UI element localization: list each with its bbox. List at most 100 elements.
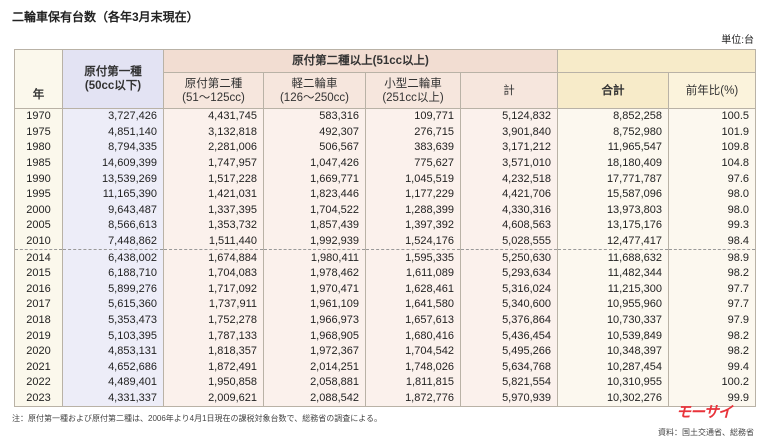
cell-ratio: 99.3 <box>668 218 756 234</box>
cell-total: 8,752,980 <box>557 124 669 141</box>
cell-total: 13,973,803 <box>557 202 669 219</box>
cell-moped1: 7,448,862 <box>62 233 164 250</box>
table-body: 1970 3,727,426 4,431,745 583,316 109,771 5,12… <box>14 108 756 408</box>
cell-total: 10,310,955 <box>557 375 669 391</box>
header-light-sub: (126～250cc) <box>279 91 350 104</box>
header-moped2: 原付第二種 (51～125cc) <box>163 72 264 109</box>
cell-moped2: 1,421,031 <box>163 186 264 203</box>
cell-small: 1,288,399 <box>365 202 461 219</box>
cell-moped1: 3,727,426 <box>62 108 164 125</box>
cell-small: 1,748,026 <box>365 359 461 376</box>
cell-light: 1,047,426 <box>263 155 366 172</box>
cell-small: 276,715 <box>365 124 461 141</box>
cell-moped1: 6,438,002 <box>62 249 164 266</box>
cell-year: 1975 <box>14 124 63 141</box>
cell-moped1: 4,489,401 <box>62 375 164 391</box>
cell-subtotal: 5,376,864 <box>460 312 558 329</box>
cell-light: 1,823,446 <box>263 186 366 203</box>
cell-light: 492,307 <box>263 124 366 141</box>
cell-moped2: 2,281,006 <box>163 140 264 156</box>
cell-small: 383,639 <box>365 140 461 156</box>
cell-light: 2,058,881 <box>263 375 366 391</box>
cell-light: 1,961,109 <box>263 297 366 313</box>
cell-light: 1,968,905 <box>263 328 366 344</box>
header-subtotal: 計 <box>460 72 558 109</box>
mosai-logo: モーサイ <box>676 404 733 421</box>
cell-moped1: 8,566,613 <box>62 218 164 234</box>
registration-table: 年 原付第一種 (50cc以下) 原付第二種以上(51cc以上) 原付第二種 (… <box>14 49 756 408</box>
cell-light: 2,088,542 <box>263 390 366 408</box>
cell-light: 1,857,439 <box>263 218 366 234</box>
cell-moped1: 5,353,473 <box>62 312 164 329</box>
cell-subtotal: 4,330,316 <box>460 202 558 219</box>
header-small-sub: (251cc以上) <box>382 91 444 104</box>
cell-ratio: 109.8 <box>668 140 756 156</box>
cell-ratio: 98.2 <box>668 328 756 344</box>
cell-ratio: 99.9 <box>668 390 756 408</box>
cell-small: 1,524,176 <box>365 233 461 250</box>
table-row: 1970 3,727,426 4,431,745 583,316 109,771 5,12… <box>14 108 756 125</box>
cell-small: 1,611,089 <box>365 265 461 282</box>
cell-ratio: 99.4 <box>668 359 756 376</box>
cell-light: 583,316 <box>263 108 366 125</box>
cell-small: 1,811,815 <box>365 375 461 391</box>
cell-small: 1,704,542 <box>365 343 461 360</box>
cell-year: 1970 <box>14 108 63 125</box>
cell-moped2: 1,737,911 <box>163 297 264 313</box>
cell-subtotal: 5,316,024 <box>460 281 558 298</box>
cell-ratio: 100.2 <box>668 375 756 391</box>
cell-moped2: 1,818,357 <box>163 343 264 360</box>
cell-year: 1990 <box>14 171 63 187</box>
cell-total: 11,482,344 <box>557 265 669 282</box>
cell-light: 1,978,462 <box>263 265 366 282</box>
table-row: 2016 5,899,276 1,717,092 1,970,471 1,628,461… <box>14 281 756 298</box>
cell-moped1: 4,851,140 <box>62 124 164 141</box>
table-row: 2019 5,103,395 1,787,133 1,968,905 1,680,416… <box>14 328 756 344</box>
cell-subtotal: 5,293,634 <box>460 265 558 282</box>
cell-moped2: 1,787,133 <box>163 328 264 344</box>
cell-small: 1,641,580 <box>365 297 461 313</box>
header-small: 小型二輪車 (251cc以上) <box>365 72 461 109</box>
cell-light: 1,992,939 <box>263 233 366 250</box>
cell-subtotal: 3,171,212 <box>460 140 558 156</box>
table-row: 2017 5,615,360 1,737,911 1,961,109 1,641,580… <box>14 297 756 313</box>
table-row: 2010 7,448,862 1,511,440 1,992,939 1,524,176… <box>14 233 756 250</box>
table-row: 2022 4,489,401 1,950,858 2,058,881 1,811,815… <box>14 375 756 391</box>
source-note: 資料：国土交通省、総務省 <box>658 428 754 437</box>
cell-ratio: 98.0 <box>668 202 756 219</box>
cell-ratio: 97.7 <box>668 281 756 298</box>
cell-moped1: 8,794,335 <box>62 140 164 156</box>
cell-light: 1,704,522 <box>263 202 366 219</box>
cell-moped1: 6,188,710 <box>62 265 164 282</box>
cell-moped2: 3,132,818 <box>163 124 264 141</box>
cell-moped2: 1,717,092 <box>163 281 264 298</box>
cell-year: 2005 <box>14 218 63 234</box>
cell-small: 1,595,335 <box>365 249 461 266</box>
cell-light: 1,970,471 <box>263 281 366 298</box>
cell-total: 18,180,409 <box>557 155 669 172</box>
cell-ratio: 98.2 <box>668 265 756 282</box>
cell-small: 1,177,229 <box>365 186 461 203</box>
cell-moped2: 1,747,957 <box>163 155 264 172</box>
table-row: 1985 14,609,399 1,747,957 1,047,426 775,627 3… <box>14 155 756 172</box>
cell-ratio: 98.9 <box>668 249 756 266</box>
cell-year: 2020 <box>14 343 63 360</box>
cell-light: 1,966,973 <box>263 312 366 329</box>
cell-moped2: 1,353,732 <box>163 218 264 234</box>
unit-label: 単位:台 <box>721 35 754 46</box>
cell-year: 2022 <box>14 375 63 391</box>
header-small-label: 小型二輪車 <box>384 77 442 90</box>
cell-moped1: 13,539,269 <box>62 171 164 187</box>
header-total: 合計 <box>557 72 669 109</box>
table-row: 2023 4,331,337 2,009,621 2,088,542 1,872,776… <box>14 390 756 408</box>
cell-subtotal: 5,340,600 <box>460 297 558 313</box>
cell-small: 775,627 <box>365 155 461 172</box>
cell-moped1: 14,609,399 <box>62 155 164 172</box>
cell-ratio: 97.7 <box>668 297 756 313</box>
cell-moped1: 11,165,390 <box>62 186 164 203</box>
cell-year: 2017 <box>14 297 63 313</box>
cell-total: 11,215,300 <box>557 281 669 298</box>
table-row: 2005 8,566,613 1,353,732 1,857,439 1,397,392… <box>14 218 756 234</box>
cell-year: 2015 <box>14 265 63 282</box>
cell-moped1: 4,331,337 <box>62 390 164 408</box>
